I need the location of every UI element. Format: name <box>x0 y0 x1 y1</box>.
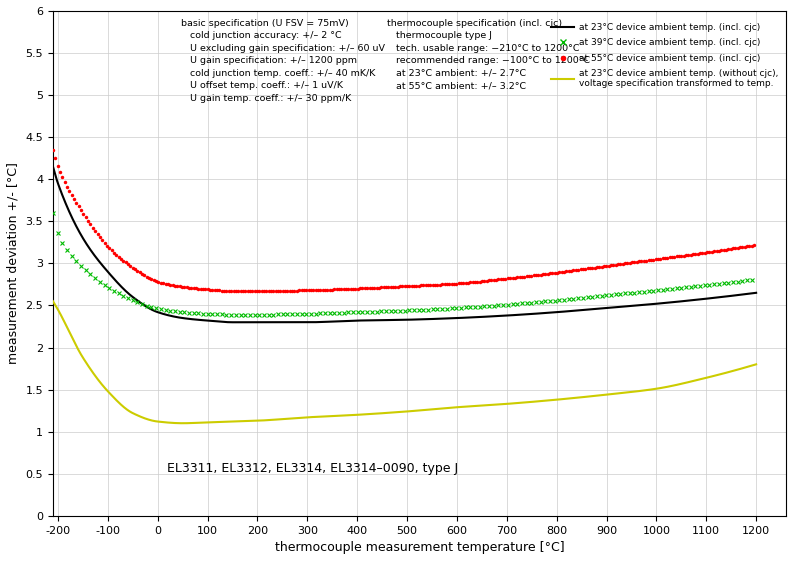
Text: thermocouple specification (incl. cjc)
   thermocouple type J
   tech. usable ra: thermocouple specification (incl. cjc) t… <box>386 19 590 90</box>
Text: EL3311, EL3312, EL3314, EL3314–0090, type J: EL3311, EL3312, EL3314, EL3314–0090, typ… <box>167 462 458 475</box>
Text: basic specification (U FSV = 75mV)
   cold junction accuracy: +/– 2 °C
   U excl: basic specification (U FSV = 75mV) cold … <box>182 19 385 103</box>
Legend: at 23°C device ambient temp. (incl. cjc), at 39°C device ambient temp. (incl. cj: at 23°C device ambient temp. (incl. cjc)… <box>551 23 778 89</box>
Y-axis label: measurement deviation +/- [°C]: measurement deviation +/- [°C] <box>7 163 20 364</box>
X-axis label: thermocouple measurement temperature [°C]: thermocouple measurement temperature [°C… <box>274 541 565 554</box>
